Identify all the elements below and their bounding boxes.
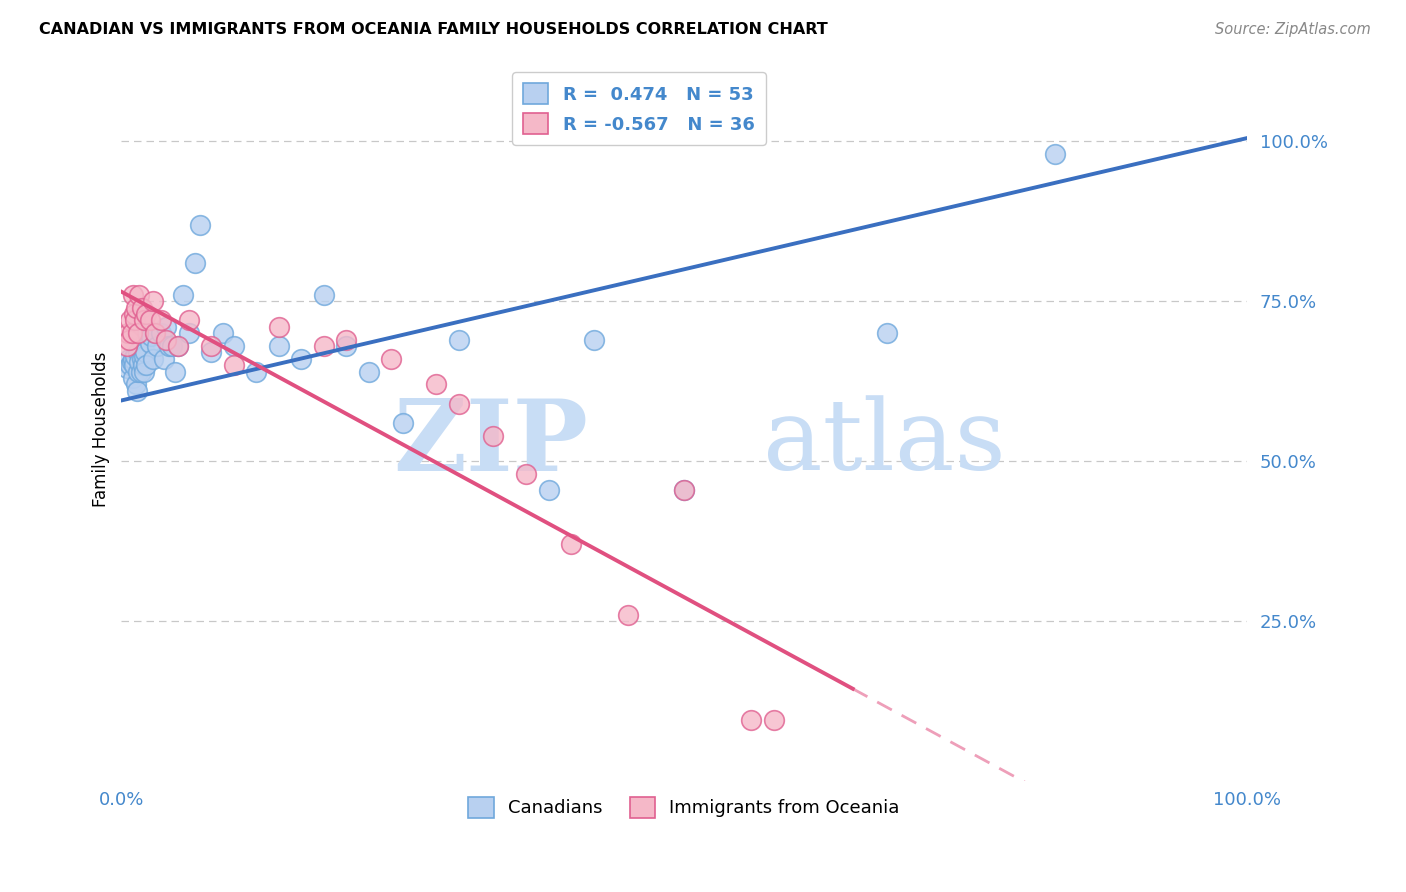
Point	[115, 339, 138, 353]
Point	[142, 294, 165, 309]
Point	[267, 319, 290, 334]
Point	[160, 339, 183, 353]
Point	[124, 349, 146, 363]
Point	[166, 339, 188, 353]
Point	[134, 345, 156, 359]
Point	[121, 351, 143, 366]
Point	[537, 483, 560, 497]
Point	[582, 333, 605, 347]
Point	[127, 326, 149, 341]
Point	[125, 377, 148, 392]
Point	[222, 339, 245, 353]
Point	[166, 339, 188, 353]
Point	[335, 339, 357, 353]
Point	[138, 313, 160, 327]
Point	[200, 345, 222, 359]
Point	[165, 365, 187, 379]
Point	[120, 358, 142, 372]
Point	[127, 365, 149, 379]
Point	[122, 358, 145, 372]
Text: atlas: atlas	[762, 395, 1005, 491]
Point	[127, 345, 149, 359]
Point	[155, 333, 177, 347]
Point	[131, 301, 153, 315]
Point	[200, 339, 222, 353]
Point	[135, 358, 157, 372]
Point	[122, 307, 145, 321]
Point	[121, 355, 143, 369]
Point	[146, 339, 169, 353]
Text: Source: ZipAtlas.com: Source: ZipAtlas.com	[1215, 22, 1371, 37]
Point	[121, 326, 143, 341]
Point	[132, 365, 155, 379]
Point	[155, 319, 177, 334]
Point	[132, 349, 155, 363]
Point	[312, 288, 335, 302]
Point	[120, 313, 142, 327]
Text: ZIP: ZIP	[394, 395, 588, 491]
Text: CANADIAN VS IMMIGRANTS FROM OCEANIA FAMILY HOUSEHOLDS CORRELATION CHART: CANADIAN VS IMMIGRANTS FROM OCEANIA FAMI…	[39, 22, 828, 37]
Point	[157, 339, 180, 353]
Point	[177, 313, 200, 327]
Point	[121, 288, 143, 302]
Point	[672, 483, 695, 497]
Point	[222, 358, 245, 372]
Point	[447, 333, 470, 347]
Point	[149, 326, 172, 341]
Point	[177, 326, 200, 341]
Point	[290, 351, 312, 366]
Point	[136, 326, 159, 341]
Point	[357, 365, 380, 379]
Y-axis label: Family Households: Family Households	[93, 351, 110, 507]
Point	[125, 301, 148, 315]
Point	[139, 329, 162, 343]
Point	[143, 326, 166, 341]
Point	[132, 313, 155, 327]
Point	[515, 467, 537, 481]
Point	[121, 371, 143, 385]
Point	[447, 397, 470, 411]
Point	[132, 358, 155, 372]
Point	[560, 537, 582, 551]
Point	[118, 333, 141, 347]
Point	[616, 607, 638, 622]
Point	[245, 365, 267, 379]
Point	[481, 428, 503, 442]
Point	[335, 333, 357, 347]
Point	[172, 288, 194, 302]
Point	[267, 339, 290, 353]
Point	[149, 313, 172, 327]
Point	[135, 307, 157, 321]
Point	[138, 335, 160, 350]
Point	[391, 416, 413, 430]
Point	[127, 384, 149, 398]
Point	[153, 351, 176, 366]
Point	[740, 713, 762, 727]
Point	[117, 326, 139, 341]
Point	[128, 288, 150, 302]
Point	[188, 218, 211, 232]
Point	[124, 313, 146, 327]
Point	[312, 339, 335, 353]
Point	[380, 351, 402, 366]
Point	[211, 326, 233, 341]
Legend: Canadians, Immigrants from Oceania: Canadians, Immigrants from Oceania	[461, 789, 907, 825]
Point	[129, 365, 152, 379]
Point	[1045, 147, 1067, 161]
Point	[115, 361, 138, 376]
Point	[425, 377, 447, 392]
Point	[118, 351, 141, 366]
Point	[183, 256, 205, 270]
Point	[128, 355, 150, 369]
Point	[876, 326, 898, 341]
Point	[143, 326, 166, 341]
Point	[672, 483, 695, 497]
Point	[131, 351, 153, 366]
Point	[142, 351, 165, 366]
Point	[762, 713, 785, 727]
